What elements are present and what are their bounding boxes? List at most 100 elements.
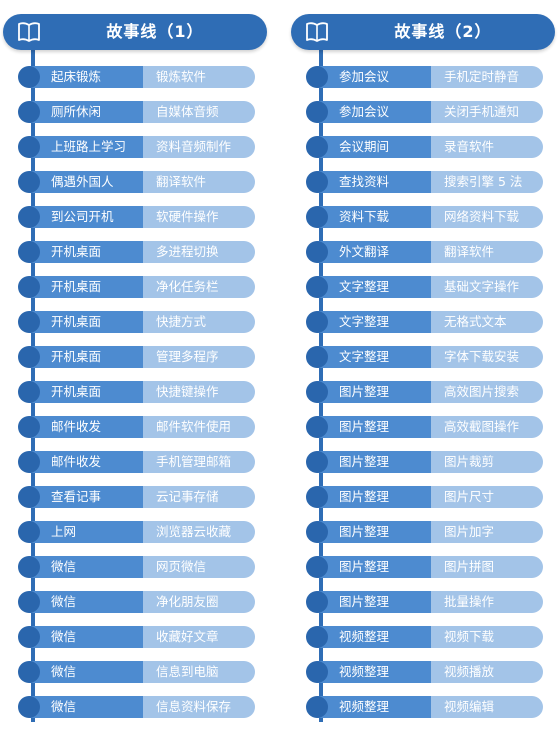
event-label: 微信 [29,591,143,613]
storyline-row: 开机桌面 快捷键操作 [3,381,269,416]
timeline-dot [306,241,328,263]
storyline-row: 视频整理 视频编辑 [291,696,557,731]
event-label: 微信 [29,626,143,648]
storyline-row: 查找资料 搜索引擎 5 法 [291,171,557,206]
skill-label: 锻炼软件 [143,66,255,88]
storyline-row: 偶遇外国人 翻译软件 [3,171,269,206]
storyline-row: 邮件收发 邮件软件使用 [3,416,269,451]
timeline-dot [306,136,328,158]
event-label: 查看记事 [29,486,143,508]
skill-label: 高效图片搜索 [431,381,543,403]
event-label: 图片整理 [317,556,431,578]
event-label: 上网 [29,521,143,543]
event-label: 偶遇外国人 [29,171,143,193]
storyline-row: 上网 浏览器云收藏 [3,521,269,556]
skill-label: 录音软件 [431,136,543,158]
timeline-dot [18,626,40,648]
timeline-dot [306,521,328,543]
skill-label: 高效截图操作 [431,416,543,438]
timeline-dot [306,101,328,123]
event-label: 查找资料 [317,171,431,193]
storyline-row: 图片整理 高效图片搜索 [291,381,557,416]
event-label: 视频整理 [317,661,431,683]
event-label: 开机桌面 [29,276,143,298]
skill-label: 图片拼图 [431,556,543,578]
storyline-row: 开机桌面 多进程切换 [3,241,269,276]
timeline-dot [18,66,40,88]
skill-label: 搜索引擎 5 法 [431,171,543,193]
event-label: 文字整理 [317,311,431,333]
storyline-row: 资料下载 网络资料下载 [291,206,557,241]
skill-label: 基础文字操作 [431,276,543,298]
skill-label: 批量操作 [431,591,543,613]
storyline-row: 图片整理 图片加字 [291,521,557,556]
event-label: 图片整理 [317,416,431,438]
timeline-dot [306,696,328,718]
storyline-row: 图片整理 批量操作 [291,591,557,626]
event-label: 起床锻炼 [29,66,143,88]
timeline-dot [306,626,328,648]
timeline-dot [18,241,40,263]
timeline-dot [18,556,40,578]
timeline-dot [306,276,328,298]
skill-label: 翻译软件 [143,171,255,193]
storyline-row: 查看记事 云记事存储 [3,486,269,521]
storyline-row: 开机桌面 净化任务栏 [3,276,269,311]
event-label: 微信 [29,696,143,718]
event-label: 视频整理 [317,696,431,718]
timeline-dot [18,486,40,508]
event-label: 上班路上学习 [29,136,143,158]
skill-label: 图片尺寸 [431,486,543,508]
column-header: 故事线（1） [3,14,267,50]
timeline-dot [18,276,40,298]
event-label: 参加会议 [317,66,431,88]
event-label: 文字整理 [317,346,431,368]
skill-label: 软硬件操作 [143,206,255,228]
column-title: 故事线（2） [394,22,492,41]
event-label: 视频整理 [317,626,431,648]
storyline-row: 参加会议 关闭手机通知 [291,101,557,136]
timeline-dot [306,381,328,403]
skill-label: 自媒体音频 [143,101,255,123]
event-label: 微信 [29,661,143,683]
storyline-row: 上班路上学习 资料音频制作 [3,136,269,171]
book-icon [18,22,40,42]
timeline-dot [18,451,40,473]
timeline-dot [18,661,40,683]
skill-label: 浏览器云收藏 [143,521,255,543]
storyline-row: 参加会议 手机定时静音 [291,66,557,101]
skill-label: 字体下载安装 [431,346,543,368]
skill-label: 管理多程序 [143,346,255,368]
skill-label: 视频编辑 [431,696,543,718]
timeline-dot [306,206,328,228]
storyline-row: 视频整理 视频播放 [291,661,557,696]
storyline-column-1: 故事线（1） 起床锻炼 锻炼软件 厕所休闲 自媒体音频 上班路上学习 资料音频制作 偶遇外国… [3,0,269,722]
event-label: 图片整理 [317,451,431,473]
book-icon [306,22,328,42]
column-title: 故事线（1） [106,22,204,41]
skill-label: 翻译软件 [431,241,543,263]
skill-label: 云记事存储 [143,486,255,508]
timeline-dot [18,381,40,403]
timeline-dot [18,521,40,543]
storyline-row: 会议期间 录音软件 [291,136,557,171]
skill-label: 视频下载 [431,626,543,648]
skill-label: 信息到电脑 [143,661,255,683]
storyline-row: 微信 净化朋友圈 [3,591,269,626]
skill-label: 净化任务栏 [143,276,255,298]
event-label: 开机桌面 [29,381,143,403]
timeline-dot [306,591,328,613]
storyline-row: 图片整理 高效截图操作 [291,416,557,451]
timeline-dot [18,101,40,123]
skill-label: 资料音频制作 [143,136,255,158]
storyline-row: 图片整理 图片尺寸 [291,486,557,521]
timeline-dot [306,311,328,333]
timeline-dot [18,696,40,718]
event-label: 开机桌面 [29,346,143,368]
storyline-row: 开机桌面 快捷方式 [3,311,269,346]
event-label: 厕所休闲 [29,101,143,123]
timeline-dot [18,171,40,193]
storyline-row: 微信 收藏好文章 [3,626,269,661]
event-label: 图片整理 [317,591,431,613]
skill-label: 图片裁剪 [431,451,543,473]
